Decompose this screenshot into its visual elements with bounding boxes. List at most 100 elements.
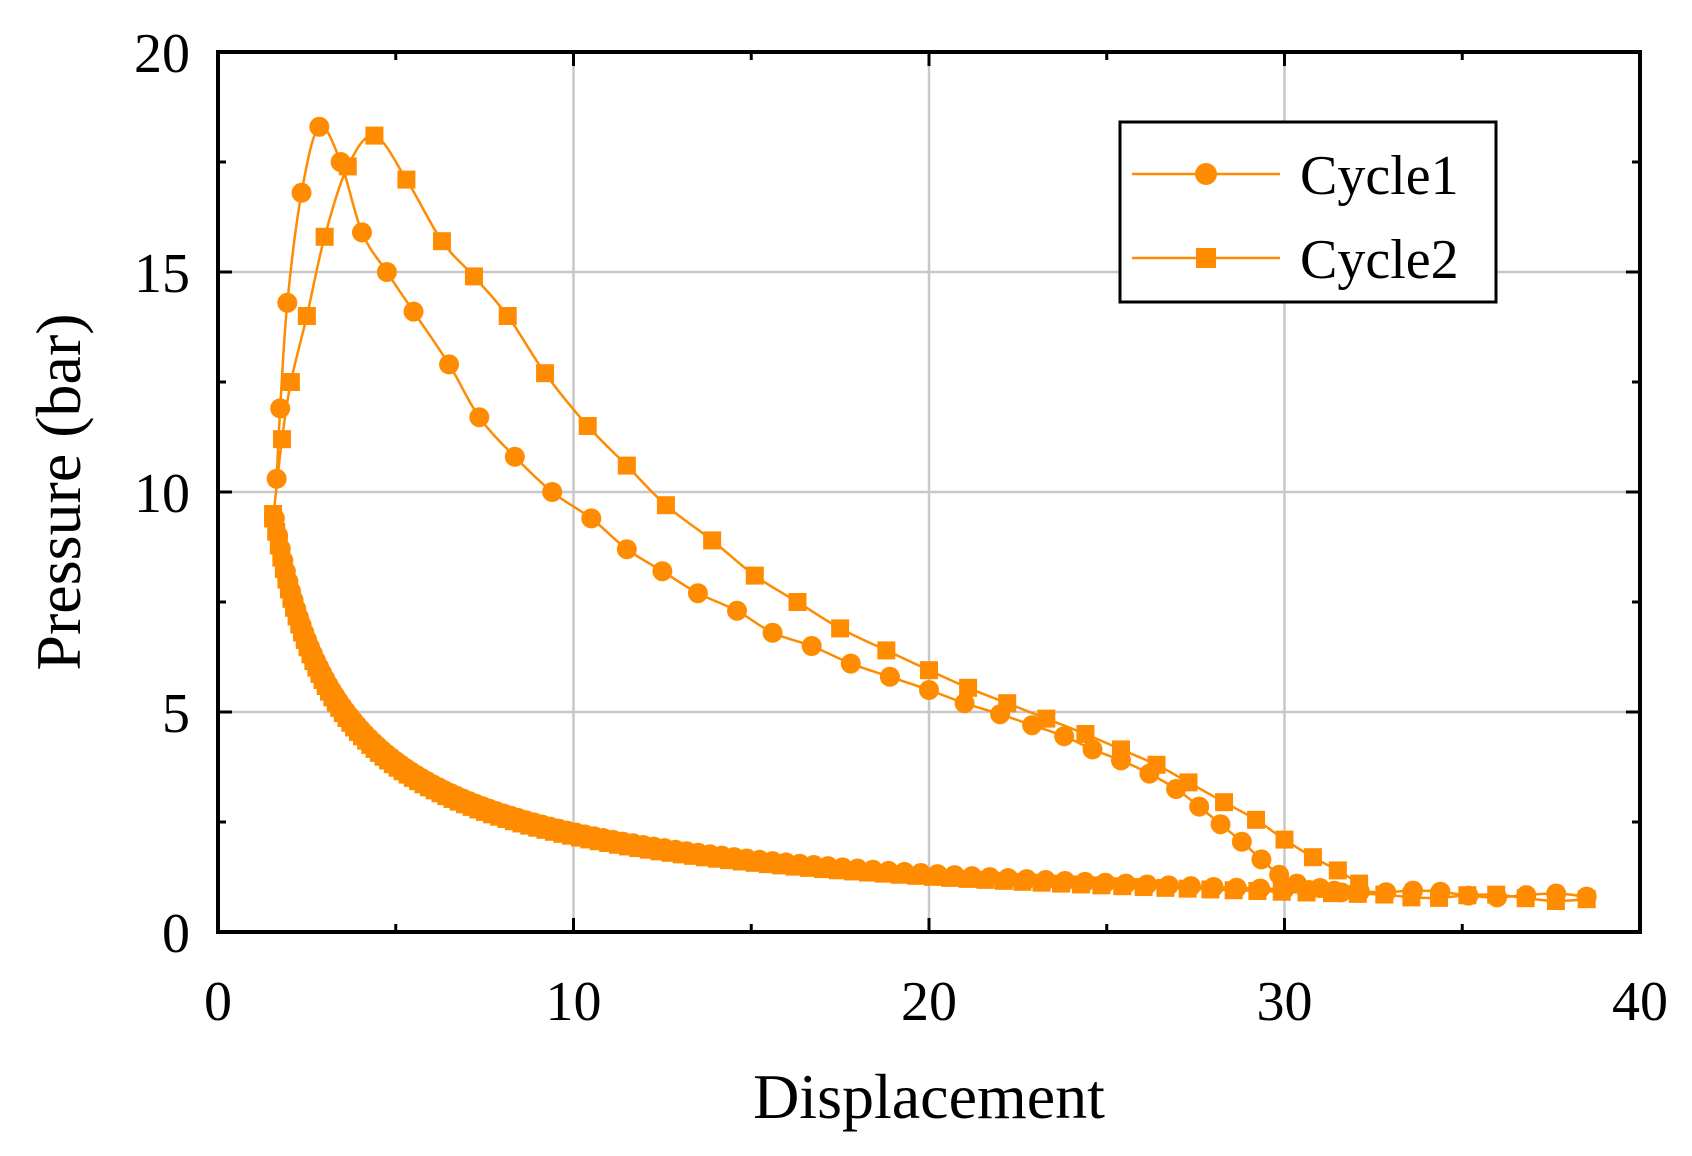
data-point-cycle2 [264,505,283,523]
data-point-cycle1 [616,539,637,560]
data-point-cycle1 [469,407,490,428]
data-point-cycle2 [1375,885,1394,904]
legend-label-cycle2: Cycle2 [1300,229,1459,291]
data-point-cycle2 [397,170,416,189]
data-point-cycle1 [1210,814,1231,835]
x-tick-label: 20 [901,971,957,1033]
data-point-cycle2 [920,661,938,680]
data-point-cycle2 [907,866,926,885]
data-point-cycle2 [1577,890,1596,909]
data-point-cycle1 [291,182,312,203]
data-point-cycle2 [874,864,893,883]
series-layer [264,116,1597,911]
data-point-cycle2 [877,641,896,660]
data-point-cycle1 [277,292,298,313]
data-point-cycle2 [1430,888,1449,907]
data-point-cycle1 [439,354,460,375]
data-point-cycle1 [376,262,397,282]
data-point-cycle2 [703,531,722,550]
data-point-cycle1 [1231,831,1252,852]
data-point-cycle2 [799,858,818,877]
data-point-cycle2 [1275,830,1294,849]
data-point-cycle2 [1156,878,1175,897]
data-point-cycle2 [1052,874,1071,893]
data-point-cycle2 [656,496,675,515]
data-point-cycle2 [1297,883,1316,902]
data-point-cycle1 [403,301,424,322]
data-point-cycle2 [814,860,833,879]
data-point-cycle2 [923,867,942,886]
data-point-cycle2 [788,593,807,611]
data-point-cycle2 [464,267,483,286]
data-point-cycle2 [1134,878,1153,897]
data-point-cycle2 [1092,876,1111,895]
data-point-cycle2 [1113,877,1132,896]
x-tick-label: 40 [1612,971,1668,1033]
data-point-cycle2 [432,232,451,251]
data-point-cycle2 [1487,885,1506,904]
data-point-cycle2 [772,856,791,875]
data-point-cycle2 [338,157,357,176]
series-cycle2 [264,126,1596,911]
data-point-cycle2 [976,870,995,889]
data-point-cycle2 [994,871,1013,890]
data-point-cycle2 [1147,755,1166,774]
data-point-cycle2 [1546,892,1565,911]
data-point-cycle2 [578,417,597,435]
data-point-cycle1 [840,653,861,674]
y-axis-title: Pressure (bar) [23,313,94,670]
data-point-cycle1 [504,446,525,467]
data-point-cycle2 [1328,861,1347,880]
data-point-cycle1 [309,116,330,137]
data-point-cycle2 [941,868,960,887]
data-point-cycle2 [267,522,286,541]
data-point-cycle1 [1189,796,1210,817]
data-point-cycle1 [652,561,673,582]
axis-ticks: 0 10 20 30 40 0 5 10 15 20 [134,23,1668,1033]
legend: Cycle1 Cycle2 [1118,120,1498,304]
data-point-cycle2 [1322,884,1341,903]
data-point-cycle2 [1072,875,1091,894]
x-axis-title: Displacement [753,1061,1105,1132]
data-point-cycle2 [785,857,804,876]
data-point-cycle2 [859,863,878,882]
data-point-cycle2 [843,862,862,881]
data-point-cycle2 [1516,889,1535,908]
data-point-cycle1 [1251,849,1272,870]
data-point-cycle2 [498,307,517,325]
y-tick-label: 15 [134,243,190,305]
data-point-cycle2 [890,865,909,884]
legend-marker-cycle1 [1195,163,1217,185]
data-point-cycle2 [315,227,334,246]
data-point-cycle1 [879,666,900,687]
data-point-cycle2 [958,869,977,888]
data-point-cycle2 [1111,740,1130,759]
data-point-cycle1 [919,680,939,700]
data-point-cycle2 [828,861,847,880]
y-tick-label: 0 [162,903,190,965]
data-point-cycle2 [617,456,636,475]
data-point-cycle2 [745,566,764,585]
data-point-cycle2 [1458,886,1477,905]
legend-marker-cycle2 [1196,248,1216,268]
data-point-cycle2 [1201,880,1220,899]
data-point-cycle2 [1272,882,1291,901]
data-point-cycle2 [536,364,555,383]
data-point-cycle1 [1054,726,1075,747]
data-point-cycle2 [1037,709,1056,728]
y-tick-label: 5 [162,683,190,745]
data-point-cycle2 [1076,725,1095,743]
data-point-cycle1 [542,482,563,502]
data-point-cycle1 [581,508,602,529]
data-point-cycle2 [1248,881,1267,900]
data-point-cycle2 [272,430,291,449]
y-tick-label: 20 [134,23,190,85]
data-point-cycle2 [1179,773,1198,792]
data-point-cycle2 [831,619,850,638]
data-point-cycle2 [959,678,978,697]
data-point-cycle2 [1032,873,1051,892]
y-tick-label: 10 [134,463,190,525]
data-point-cycle2 [297,307,316,325]
